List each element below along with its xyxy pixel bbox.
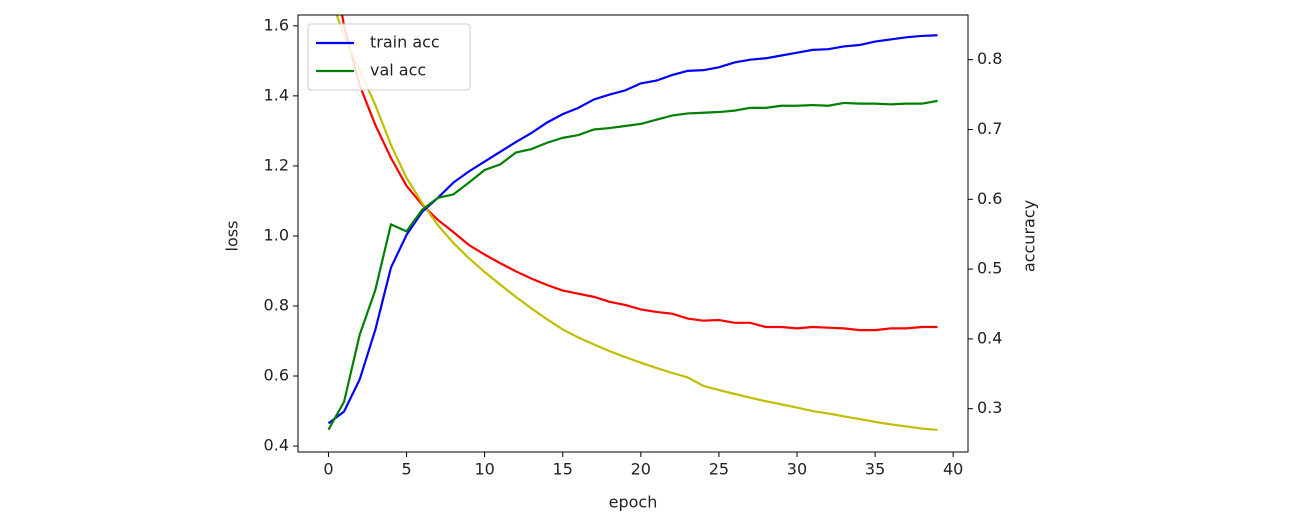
y2-tick-label: 0.6 xyxy=(977,189,1002,208)
x-tick-label: 5 xyxy=(401,460,411,479)
x-axis-label: epoch xyxy=(609,493,658,512)
y-axis-label: loss xyxy=(223,221,242,252)
y2-tick-label: 0.7 xyxy=(977,119,1002,138)
y-tick-label: 1.2 xyxy=(264,155,289,174)
series-line xyxy=(327,34,938,425)
y2-tick-label: 0.4 xyxy=(977,328,1002,347)
legend-label: train acc xyxy=(370,33,440,52)
y-tick-label: 0.6 xyxy=(264,366,289,385)
x-tick-label: 30 xyxy=(787,460,807,479)
x-tick-label: 25 xyxy=(709,460,729,479)
legend-box xyxy=(307,23,471,91)
x-tick-label: 35 xyxy=(865,460,885,479)
series-line xyxy=(335,15,938,432)
plot-frame xyxy=(297,14,969,453)
series-line xyxy=(327,99,938,431)
y-tick-label: 0.8 xyxy=(264,295,289,314)
y2-axis-label: accuracy xyxy=(1020,200,1039,272)
y-tick-label: 1.4 xyxy=(264,85,289,104)
y-tick-label: 1.6 xyxy=(264,15,289,34)
x-tick-label: 15 xyxy=(553,460,573,479)
y2-tick-label: 0.3 xyxy=(977,398,1002,417)
y2-tick-label: 0.5 xyxy=(977,259,1002,278)
x-tick-label: 40 xyxy=(943,460,963,479)
y2-tick-label: 0.8 xyxy=(977,49,1002,68)
x-tick-label: 20 xyxy=(631,460,651,479)
plot-lines xyxy=(327,15,938,432)
y-tick-label: 1.0 xyxy=(264,225,289,244)
x-tick-label: 0 xyxy=(323,460,333,479)
y-tick-label: 0.4 xyxy=(264,436,289,455)
x-tick-label: 10 xyxy=(474,460,494,479)
legend-label: val acc xyxy=(370,61,426,80)
